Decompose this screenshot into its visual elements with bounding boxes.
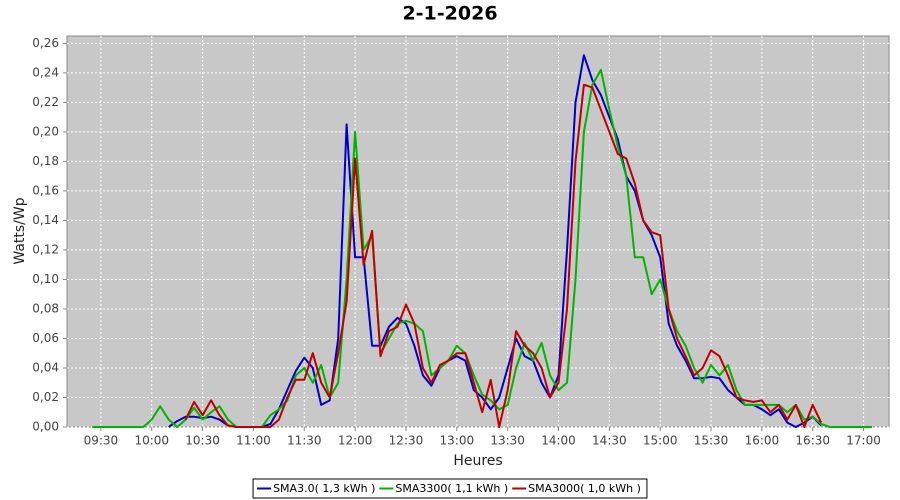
legend-label: SMA3.0( 1,3 kWh ) [273,482,375,495]
x-tick-label: 13:00 [440,434,475,448]
y-tick-label: 0,12 [32,242,59,256]
y-tick-label: 0,14 [32,213,59,227]
y-tick-label: 0,26 [32,36,59,50]
y-tick-label: 0,00 [32,420,59,434]
chart-title: 2-1-2026 [402,3,497,25]
plot-area [66,35,890,428]
y-tick-label: 0,24 [32,65,59,79]
y-tick-label: 0,22 [32,95,59,109]
legend: SMA3.0( 1,3 kWh ) SMA3300( 1,1 kWh ) SMA30… [252,478,648,499]
y-tick-label: 0,04 [32,360,59,374]
x-tick-label: 14:00 [541,434,576,448]
x-tick-label: 11:00 [236,434,271,448]
legend-box [252,478,648,499]
y-tick-label: 0,06 [32,331,59,345]
y-tick-label: 0,16 [32,183,59,197]
x-tick-label: 10:00 [134,434,169,448]
y-tick-label: 0,20 [32,124,59,138]
legend-label: SMA3000( 1,0 kWh ) [528,482,641,495]
y-tick-label: 0,08 [32,301,59,315]
y-tick-label: 0,18 [32,154,59,168]
x-tick-label: 16:00 [745,434,780,448]
legend-label: SMA3300( 1,1 kWh ) [395,482,508,495]
series-line [184,83,823,428]
x-tick-label: 12:00 [338,434,373,448]
y-tick-label: 0,02 [32,390,59,404]
x-tick-label: 16:30 [795,434,830,448]
y-axis-title: Watts/Wp [12,197,28,264]
y-tick-label: 0,10 [32,272,59,286]
x-axis-title: Heures [453,453,502,469]
x-tick-label: 09:30 [84,434,119,448]
x-tick-label: 15:00 [643,434,678,448]
x-tick-label: 15:30 [694,434,729,448]
x-tick-label: 12:30 [389,434,424,448]
x-tick-label: 17:00 [846,434,881,448]
x-tick-label: 10:30 [185,434,220,448]
x-tick-label: 13:30 [490,434,525,448]
x-tick-label: 14:30 [592,434,627,448]
x-tick-label: 11:30 [287,434,322,448]
